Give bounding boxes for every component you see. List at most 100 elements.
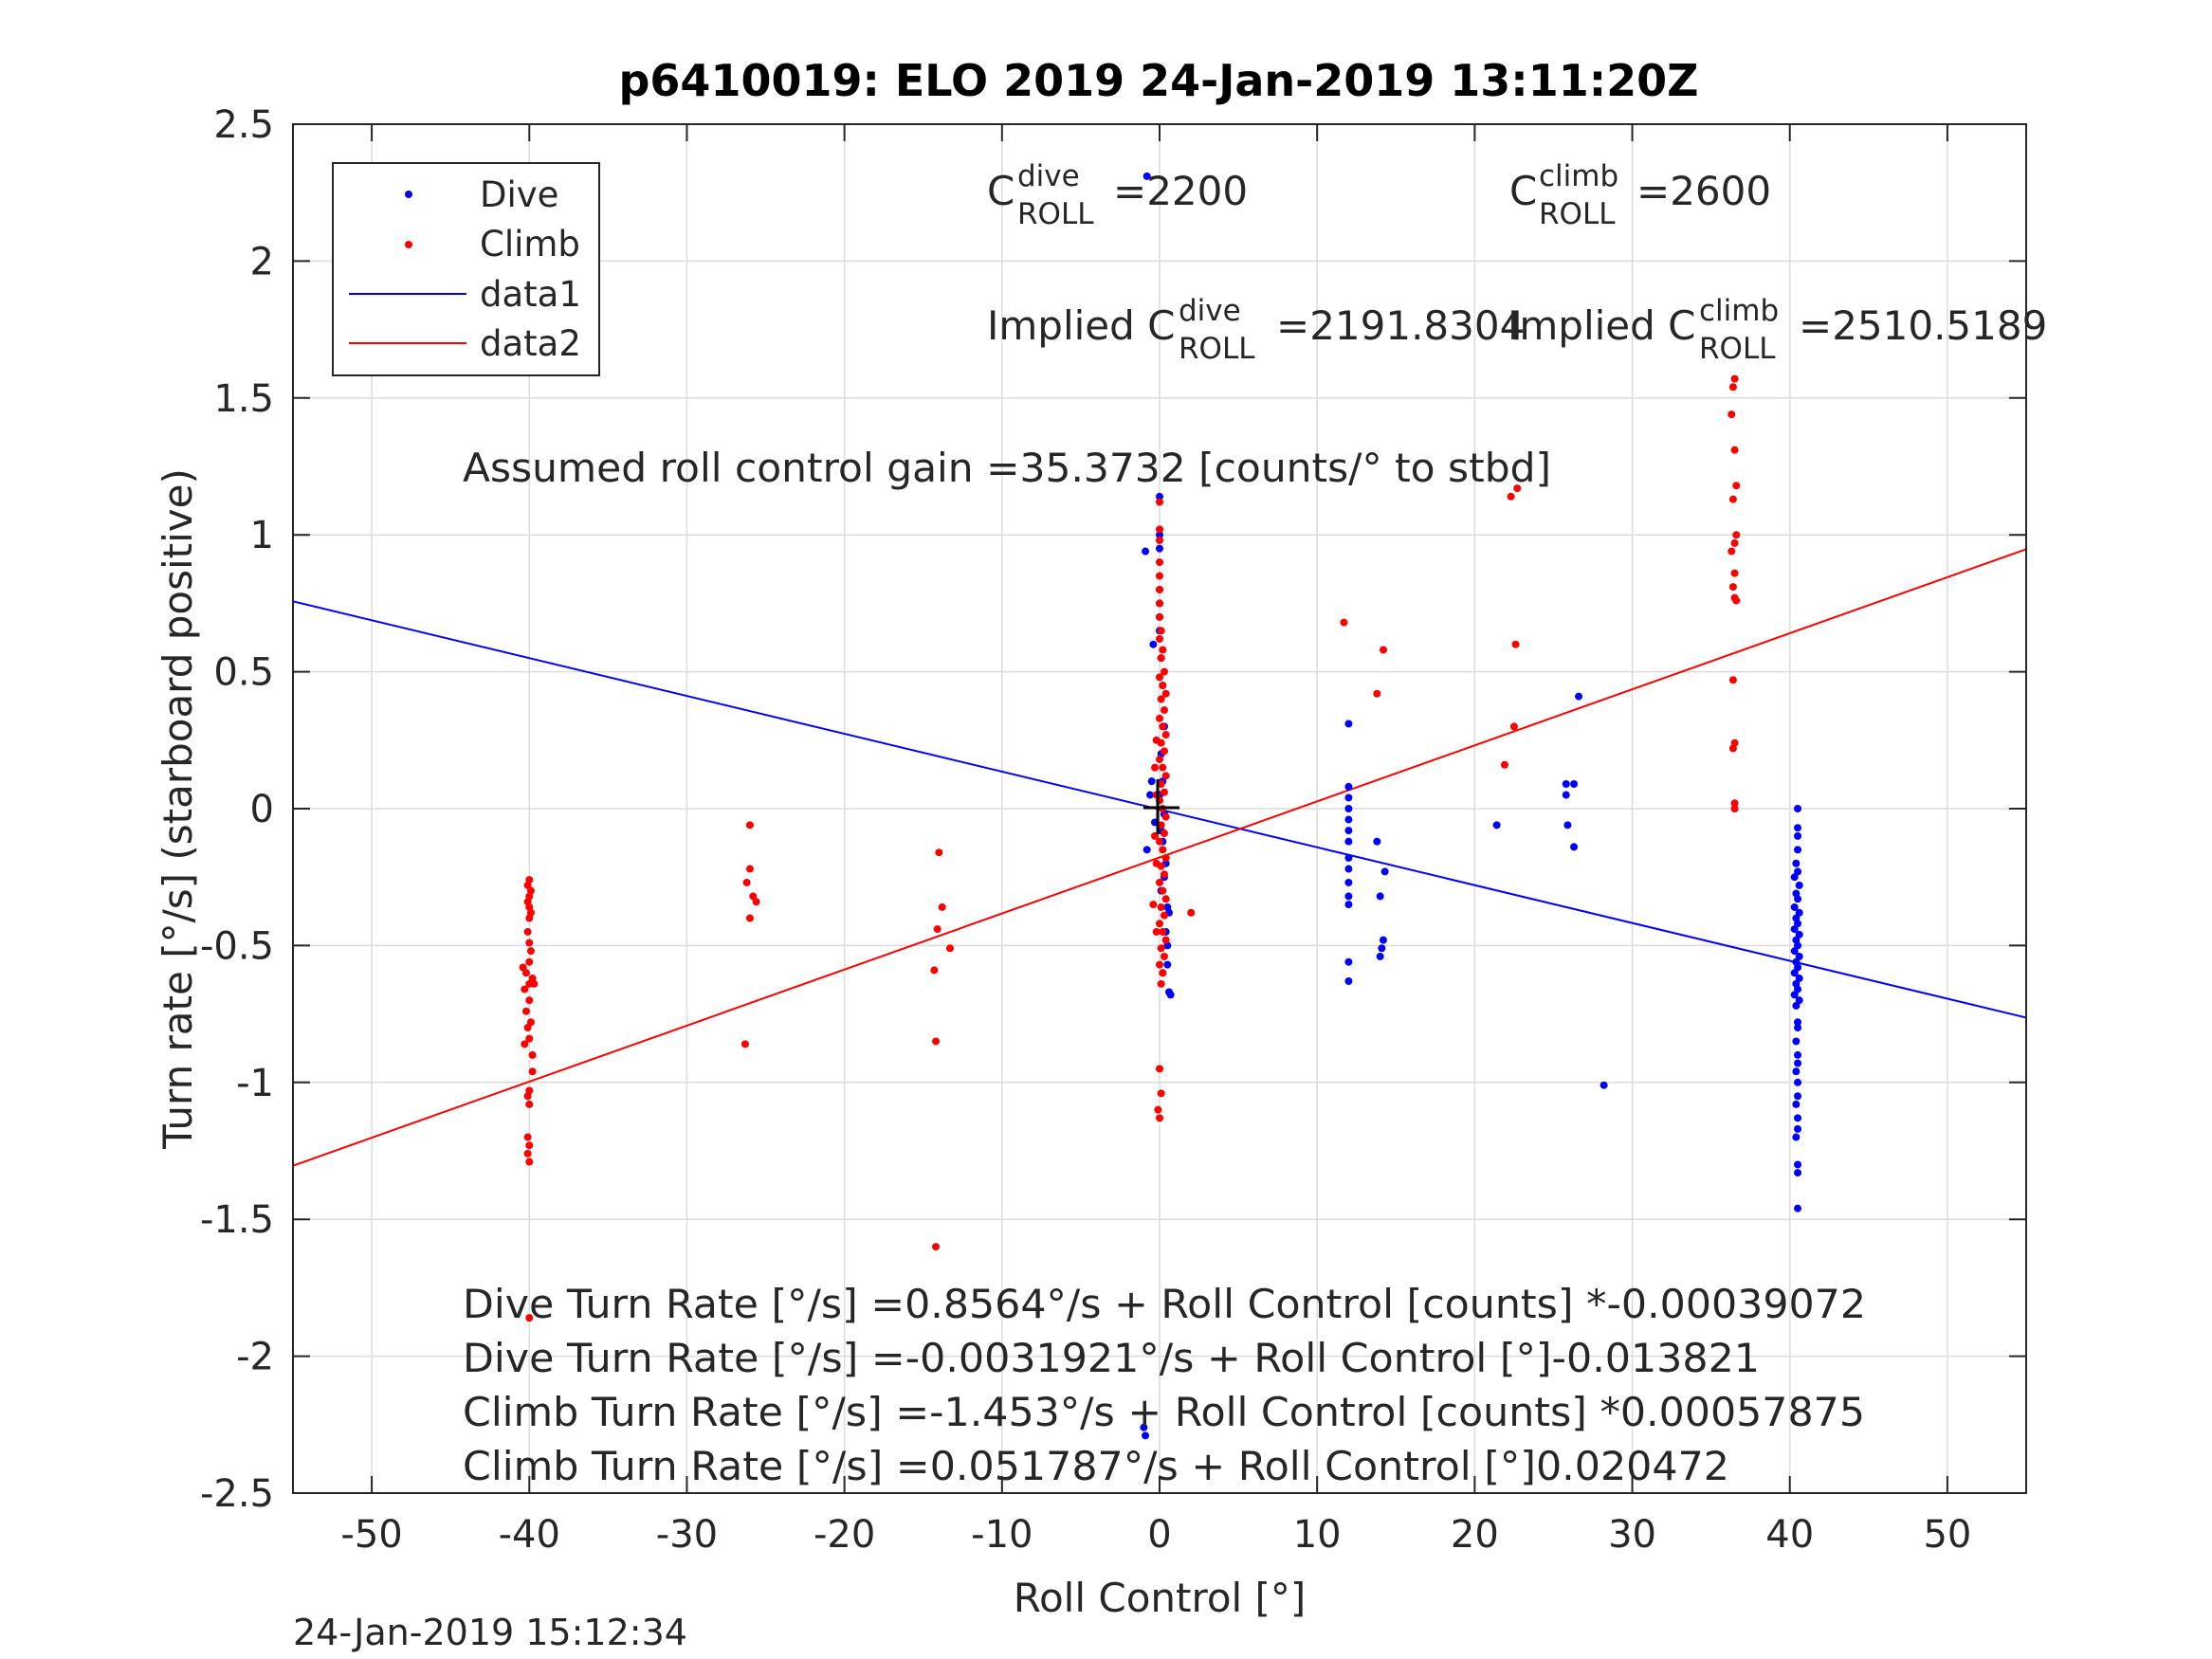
climb-point: [528, 1050, 537, 1059]
x-tick-label: -10: [971, 1513, 1033, 1557]
climb-point: [1730, 374, 1739, 383]
climb-point: [1159, 846, 1167, 854]
implied-dive-prefix: Implied C: [987, 302, 1175, 349]
c-climb-annotation: C climb ROLL =2600: [1509, 159, 1771, 231]
climb-point: [1160, 667, 1168, 676]
dive-point: [1790, 947, 1799, 956]
dive-point: [1344, 793, 1353, 802]
climb-point: [523, 1133, 532, 1141]
dive-point: [1562, 780, 1570, 789]
climb-point: [752, 898, 760, 906]
climb-point: [1187, 908, 1196, 917]
x-tick-label: 50: [1923, 1513, 1971, 1557]
legend-climb-marker: [405, 241, 412, 248]
climb-point: [1152, 927, 1161, 936]
dive-point: [1794, 1024, 1802, 1032]
timestamp: 24-Jan-2019 15:12:34: [293, 1612, 687, 1653]
dive-point: [1790, 991, 1799, 999]
y-tick-label: 1: [250, 514, 274, 557]
climb-point: [523, 1149, 532, 1158]
climb-point: [525, 1100, 534, 1108]
climb-point: [1500, 760, 1508, 769]
climb-point: [1728, 676, 1737, 684]
y-axis-label: Turn rate [°/s] (starboard positive): [155, 468, 201, 1150]
dive-point: [1142, 547, 1150, 556]
dive-point: [1795, 930, 1803, 939]
dive-point: [1790, 873, 1799, 882]
climb-point: [1157, 695, 1165, 703]
dive-point: [1792, 1037, 1801, 1046]
climb-point: [525, 1034, 534, 1043]
gain-annotation: Assumed roll control gain =35.3732 [coun…: [463, 445, 1551, 491]
dive-point: [1790, 925, 1799, 934]
dive-point: [1795, 952, 1803, 960]
y-tick-label: 1.5: [213, 377, 274, 421]
climb-point: [1152, 859, 1161, 867]
climb-point: [1160, 870, 1168, 879]
climb-point: [523, 1024, 532, 1032]
climb-point: [523, 1092, 532, 1101]
climb-point: [1156, 714, 1163, 722]
climb-point: [1157, 654, 1165, 663]
climb-point: [1728, 410, 1736, 419]
climb-point: [1509, 722, 1518, 731]
c-dive-sup: dive: [1017, 159, 1080, 193]
climb-point: [1732, 531, 1741, 539]
climb-point: [521, 1040, 529, 1048]
climb-point: [1157, 1089, 1165, 1098]
y-tick-label: -2: [236, 1336, 274, 1379]
climb-point: [1730, 805, 1739, 812]
climb-point: [1149, 901, 1158, 909]
climb-point: [1156, 634, 1163, 643]
climb-point: [742, 878, 751, 886]
climb-point: [1156, 525, 1163, 534]
climb-point: [528, 1067, 537, 1076]
dive-point: [1794, 1124, 1802, 1133]
implied-climb-sup: climb: [1699, 294, 1779, 328]
dive-point: [1344, 865, 1353, 873]
climb-point: [933, 925, 941, 934]
climb-point: [525, 1314, 534, 1322]
series-climb: [519, 374, 1741, 1322]
climb-point: [1161, 812, 1170, 821]
dive-point: [1600, 1081, 1608, 1089]
dive-point: [1794, 846, 1802, 854]
axis-ticks: -50 -40 -30 -20 -10 0 10 20 30 40 50 2.5 2 1.5 1 0.5 0 -0…: [200, 103, 2026, 1557]
climb-point: [1159, 646, 1167, 654]
climb-point: [749, 892, 758, 901]
equation-4: Climb Turn Rate [°/s] =0.051787°/s + Rol…: [463, 1443, 1729, 1489]
dive-point: [1142, 1431, 1150, 1440]
dive-point: [1794, 1160, 1802, 1169]
dive-point: [1376, 952, 1384, 960]
dive-point: [1792, 1067, 1801, 1076]
c-dive-value: =2200: [1113, 168, 1248, 214]
climb-point: [1159, 927, 1167, 936]
climb-point: [1157, 944, 1165, 953]
y-tick-label: -1: [236, 1062, 274, 1105]
climb-point: [1159, 763, 1167, 772]
dive-point: [1166, 991, 1175, 999]
dive-point: [1373, 837, 1381, 846]
y-tick-label: 2.5: [213, 103, 274, 147]
climb-point: [521, 985, 529, 994]
climb-point: [1157, 902, 1165, 911]
climb-point: [1157, 979, 1165, 988]
dive-point: [1794, 963, 1802, 972]
c-dive-annotation: C dive ROLL =2200: [987, 159, 1248, 231]
dive-point: [1344, 837, 1353, 846]
dive-point: [1344, 878, 1353, 886]
climb-point: [1373, 689, 1381, 698]
climb-point: [1157, 821, 1165, 830]
dive-point: [1378, 944, 1386, 953]
dive-point: [1794, 1169, 1802, 1177]
c-climb-base: C: [1509, 168, 1537, 214]
climb-point: [1161, 772, 1170, 780]
climb-point: [745, 914, 754, 922]
climb-point: [525, 957, 534, 966]
x-tick-label: -40: [499, 1513, 560, 1557]
x-tick-label: 20: [1451, 1513, 1499, 1557]
climb-point: [1157, 627, 1165, 635]
climb-point: [1160, 747, 1168, 756]
dive-point: [1794, 920, 1802, 928]
legend-data2-label: data2: [480, 323, 581, 364]
